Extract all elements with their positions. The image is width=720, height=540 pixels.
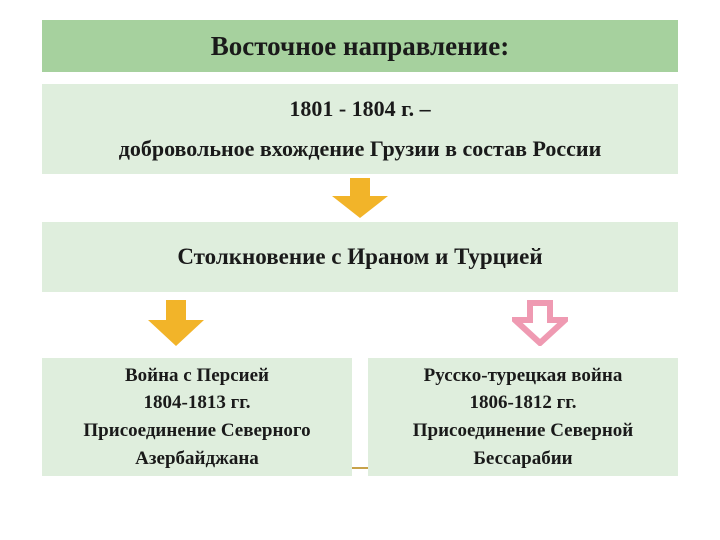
box4-line3: Присоединение Северной: [413, 418, 633, 444]
box4-line1: Русско-турецкая война: [424, 363, 623, 389]
arrow-down-left: [148, 300, 204, 346]
box3-line3: Присоединение Северного: [83, 418, 310, 444]
box2-text: Столкновение с Ираном и Турцией: [177, 241, 542, 272]
result-box-left: Война с Персией 1804-1813 гг. Присоедине…: [42, 358, 352, 476]
box1-line2: добровольное вхождение Грузии в состав Р…: [119, 134, 602, 164]
result-box-right: Русско-турецкая война 1806-1812 гг. Прис…: [368, 358, 678, 476]
box3-line2: 1804-1813 гг.: [144, 390, 251, 416]
box3-line4: Азербайджана: [135, 446, 259, 472]
event-box-2: Столкновение с Ираном и Турцией: [42, 222, 678, 292]
slide: Восточное направление: 1801 - 1804 г. – …: [0, 0, 720, 540]
arrow-down-1: [332, 178, 388, 218]
arrow-down-right: [512, 300, 568, 346]
box1-line1: 1801 - 1804 г. –: [289, 94, 430, 124]
box4-line4: Бессарабии: [473, 446, 572, 472]
event-box-1: 1801 - 1804 г. – добровольное вхождение …: [42, 84, 678, 174]
header-box: Восточное направление:: [42, 20, 678, 72]
box4-line2: 1806-1812 гг.: [470, 390, 577, 416]
header-text: Восточное направление:: [211, 28, 509, 64]
box3-line1: Война с Персией: [125, 363, 269, 389]
